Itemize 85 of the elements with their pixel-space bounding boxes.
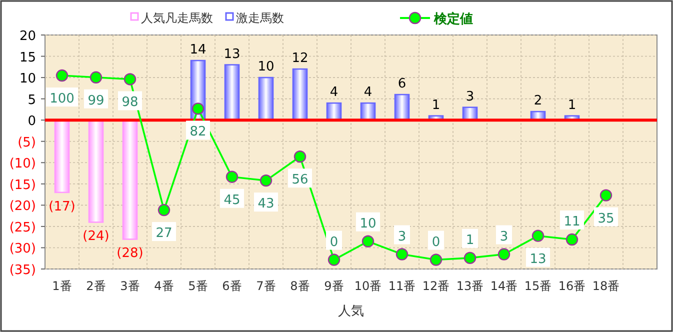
- y-tick-label: (35): [9, 263, 36, 278]
- data-label: 4: [364, 85, 372, 100]
- x-tick-label: 7番: [256, 279, 276, 293]
- data-label: 4: [330, 85, 338, 100]
- point: [226, 170, 238, 183]
- point: [294, 150, 306, 163]
- x-tick-label: 5番: [188, 279, 208, 293]
- bar: [258, 76, 274, 121]
- data-label: 11: [564, 214, 580, 230]
- y-tick-label: 15: [19, 50, 36, 66]
- point: [532, 230, 544, 242]
- y-tick-label: (15): [9, 178, 36, 193]
- point: [328, 254, 340, 266]
- point: [124, 73, 136, 86]
- point: [90, 71, 102, 84]
- data-label: 13: [224, 46, 240, 62]
- legend-label: 人気凡走馬数: [141, 11, 213, 25]
- data-label: 1: [466, 232, 474, 248]
- point: [56, 69, 68, 82]
- point: [362, 235, 374, 248]
- x-tick-label: 2番: [86, 279, 106, 293]
- data-label: (17): [48, 199, 76, 214]
- bar: [292, 68, 308, 121]
- x-tick-label: 8番: [290, 279, 310, 293]
- x-tick-label: 18番: [592, 279, 620, 293]
- data-label: 3: [398, 229, 406, 244]
- x-tick-label: 15番: [524, 279, 552, 293]
- data-label: 35: [598, 211, 614, 226]
- data-label: 13: [530, 252, 546, 267]
- x-tick-label: 9番: [324, 279, 344, 293]
- y-tick-label: 5: [28, 92, 36, 108]
- y-tick-label: (20): [9, 199, 36, 214]
- data-label: 14: [190, 42, 206, 58]
- data-label: 10: [360, 216, 376, 232]
- data-label: 99: [88, 93, 104, 108]
- data-label: 10: [258, 60, 274, 75]
- data-label: 27: [156, 226, 172, 242]
- point: [396, 248, 408, 260]
- y-tick-label: (10): [9, 156, 36, 172]
- data-label: 1: [432, 98, 440, 113]
- point: [260, 174, 272, 187]
- data-label: 6: [398, 76, 406, 92]
- data-label: 12: [292, 51, 308, 66]
- bar: [394, 94, 410, 121]
- x-tick-label: 10番: [354, 279, 382, 293]
- x-tick-label: 14番: [490, 279, 518, 293]
- data-label: 3: [466, 89, 474, 104]
- point: [566, 233, 578, 246]
- y-tick-label: 0: [28, 114, 36, 130]
- data-label: 0: [330, 234, 338, 250]
- point: [498, 248, 510, 260]
- x-axis-title: 人気: [338, 304, 364, 319]
- data-label: 43: [258, 196, 274, 212]
- data-label: 0: [432, 234, 440, 250]
- y-tick-label: 10: [19, 72, 36, 87]
- legend-label: 激走馬数: [236, 11, 284, 25]
- data-label: (28): [116, 246, 144, 262]
- point: [464, 252, 476, 264]
- data-label: 100: [50, 92, 74, 107]
- legend-label: 検定値: [433, 11, 473, 27]
- data-label: 56: [292, 172, 308, 188]
- y-tick-label: (25): [9, 220, 36, 236]
- x-tick-label: 13番: [456, 279, 484, 293]
- y-tick-label: (5): [18, 135, 36, 150]
- bar: [224, 64, 240, 121]
- x-tick-label: 1番: [52, 279, 72, 293]
- data-label: 3: [500, 229, 508, 244]
- x-tick-label: 12番: [422, 279, 450, 293]
- data-label: 1: [568, 98, 576, 113]
- point: [430, 254, 442, 266]
- x-tick-label: 11番: [388, 279, 416, 293]
- data-label: 2: [534, 94, 542, 109]
- x-tick-label: 3番: [120, 279, 140, 293]
- data-label: 82: [190, 124, 206, 140]
- x-tick-label: 16番: [558, 279, 586, 293]
- point: [192, 102, 204, 115]
- x-tick-label: 6番: [222, 279, 242, 293]
- y-tick-label: 20: [19, 29, 36, 44]
- x-tick-label: 4番: [154, 279, 174, 293]
- point: [158, 204, 170, 216]
- y-tick-label: (30): [9, 242, 36, 257]
- data-label: 98: [122, 95, 138, 110]
- point: [600, 189, 612, 202]
- data-label: 45: [224, 192, 240, 208]
- data-label: (24): [82, 229, 110, 244]
